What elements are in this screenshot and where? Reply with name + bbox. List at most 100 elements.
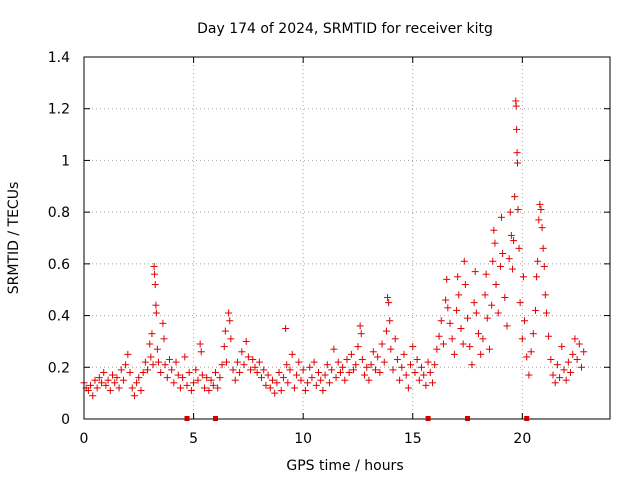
data-point [266,384,274,392]
data-point [290,384,298,392]
data-point [262,381,270,389]
data-point [508,265,516,273]
data-point [295,358,303,366]
data-point [460,257,468,265]
data-point [273,379,281,387]
grid-layer [84,57,610,419]
data-point [496,262,504,270]
y-tick-label: 0.4 [48,309,70,325]
data-point [93,384,101,392]
x-axis-label: GPS time / hours [286,458,403,474]
data-point [174,371,182,379]
data-point [571,335,579,343]
data-point [128,384,136,392]
data-point [558,343,566,351]
y-tick-label: 0 [61,412,70,428]
data-point [89,392,97,400]
data-point [91,376,99,384]
data-point [513,125,521,133]
data-point [446,319,454,327]
data-point [505,255,513,263]
data-point [102,381,110,389]
data-point [227,335,235,343]
data-point [435,332,443,340]
data-point [352,361,360,369]
data-point [466,343,474,351]
data-point [141,358,149,366]
data-point [117,366,125,374]
data-point [488,301,496,309]
data-point [538,224,546,232]
data-point [151,270,159,278]
data-point [365,376,373,384]
data-point [475,330,482,338]
data-point [229,366,237,374]
data-point [420,371,428,379]
data-point [564,358,572,366]
data-point [454,273,462,281]
data-point [236,368,244,376]
data-point [119,376,127,384]
data-point [448,335,456,343]
data-point [306,363,314,371]
data-point [155,358,163,366]
data-point [483,314,491,322]
data-point [444,304,452,312]
data-point [529,330,537,338]
y-tick-label: 1 [61,153,70,169]
data-point [533,273,541,281]
data-point [122,361,130,369]
data-point [304,379,312,387]
y-tick-label: 0.2 [48,360,70,376]
data-point [398,363,406,371]
data-point [124,350,132,358]
data-point [514,159,522,167]
data-point [356,322,364,330]
data-point [376,368,384,376]
data-point [214,384,222,392]
data-point [258,374,266,382]
y-tick-label: 0.8 [48,205,70,221]
data-point [84,387,92,395]
data-point [358,356,366,364]
data-point [516,299,524,307]
data-point [288,350,296,358]
data-point [172,358,180,366]
data-point [159,319,167,327]
data-point [389,366,397,374]
data-point [179,374,187,382]
data-point [299,366,307,374]
data-point [251,363,259,371]
data-point [413,356,421,364]
data-point [507,231,515,239]
data-point [514,206,522,214]
data-point [457,325,465,332]
data-point [471,268,479,276]
data-point [345,368,353,376]
data-point [226,317,234,325]
data-point [549,371,557,379]
data-point [347,350,355,358]
data-point [271,389,279,397]
data-point [147,353,155,361]
data-point [439,340,447,348]
data-point [146,340,154,348]
data-point [485,345,493,353]
data-point [494,309,502,317]
x-tick-label: 15 [404,431,422,447]
data-point [515,244,523,252]
plot-frame [83,56,611,420]
data-point [369,348,377,356]
data-point [238,348,246,356]
y-tick-label: 0.6 [48,257,70,273]
data-point [482,270,490,278]
data-point [547,356,555,364]
data-point [503,322,511,330]
data-point [192,366,200,374]
data-point [523,353,531,361]
data-point [490,226,498,234]
data-point [98,379,106,387]
data-point [453,306,461,314]
data-point [130,392,138,400]
